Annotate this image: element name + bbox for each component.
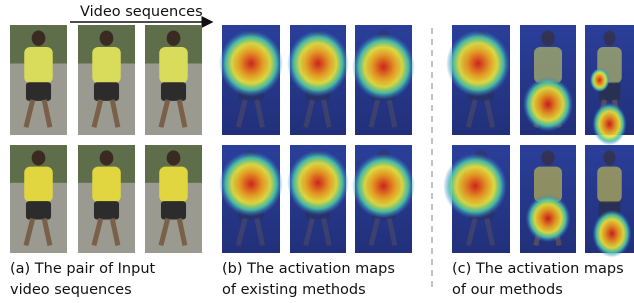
- activation: [352, 34, 415, 101]
- image-panel: [520, 25, 576, 135]
- shorts: [26, 82, 51, 101]
- image-panel: [585, 25, 634, 145]
- image-panel: [219, 145, 283, 253]
- image-panel: [10, 25, 67, 135]
- image-panel: [145, 145, 202, 253]
- head: [541, 31, 554, 46]
- activation: [590, 68, 610, 92]
- head: [32, 150, 46, 165]
- head: [100, 150, 114, 165]
- image-panel: [443, 145, 510, 253]
- shorts: [161, 82, 186, 101]
- head: [604, 31, 616, 46]
- caption-line: of our methods: [452, 282, 563, 298]
- activation: [287, 30, 349, 97]
- image-panel: [352, 145, 415, 253]
- image-panel: [78, 145, 135, 253]
- shirt: [24, 47, 53, 83]
- activation: [526, 195, 571, 243]
- activation: [219, 30, 283, 97]
- image-panel: [520, 145, 576, 253]
- shirt: [92, 167, 121, 203]
- activation: [219, 151, 283, 216]
- shorts: [94, 82, 119, 101]
- image-panel: [585, 145, 634, 257]
- caption-line: (a) The pair of Input: [10, 261, 156, 277]
- image-panel: [287, 145, 349, 253]
- head: [32, 31, 46, 46]
- image-panel: [10, 145, 67, 253]
- activation: [592, 210, 631, 258]
- caption-line: (c) The activation maps: [452, 261, 624, 277]
- image-panel: [219, 25, 283, 135]
- activation: [523, 77, 573, 131]
- head: [604, 150, 616, 165]
- shirt: [24, 167, 53, 203]
- image-panel: [78, 25, 135, 135]
- image-panel: [287, 25, 349, 135]
- image-panel: [352, 25, 415, 135]
- activation: [443, 153, 507, 218]
- head: [100, 31, 114, 46]
- shirt: [92, 47, 121, 83]
- activation: [287, 150, 349, 215]
- shorts: [94, 201, 119, 219]
- shirt: [159, 167, 188, 203]
- head: [167, 150, 181, 165]
- shorts: [161, 201, 186, 219]
- image-panel: [145, 25, 202, 135]
- caption-line: of existing methods: [222, 282, 366, 298]
- image-grid: [10, 25, 634, 257]
- caption-line: (b) The activation maps: [222, 261, 395, 277]
- captions: (a) The pair of Input video sequences (b…: [10, 261, 624, 298]
- head: [167, 31, 181, 46]
- figure: Video sequences (a) The pair of Input vi…: [0, 0, 634, 303]
- shirt: [597, 167, 622, 203]
- activation: [446, 30, 510, 97]
- image-panel: [446, 25, 510, 135]
- arrow-label: Video sequences: [80, 4, 203, 20]
- activation: [352, 153, 415, 218]
- head: [541, 150, 554, 165]
- caption-line: video sequences: [10, 282, 132, 298]
- activation: [592, 103, 626, 145]
- shirt: [159, 47, 188, 83]
- shorts: [26, 201, 51, 219]
